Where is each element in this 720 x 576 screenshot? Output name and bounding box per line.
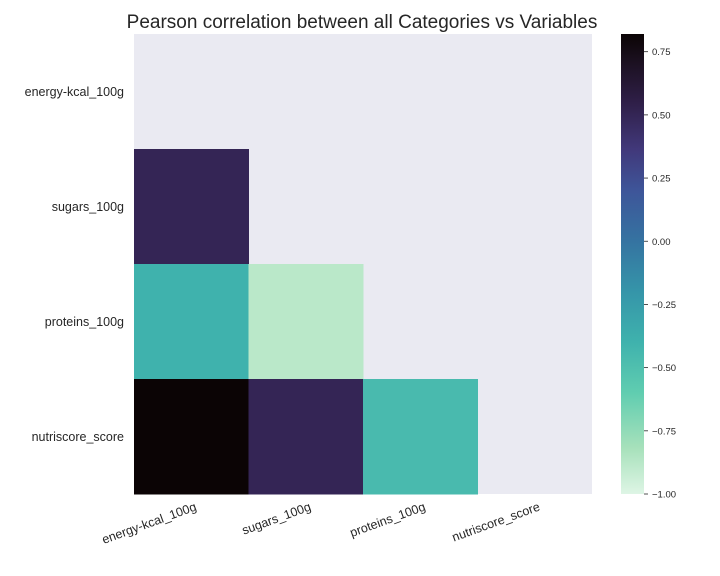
colorbar-tick-label: 0.75 <box>652 47 671 58</box>
colorbar-tick-label: 0.25 <box>652 174 671 185</box>
y-tick-label-proteins_100g: proteins_100g <box>45 315 124 329</box>
y-tick-label-nutriscore_score: nutriscore_score <box>32 430 124 444</box>
x-tick-label-energy-kcal_100g: energy-kcal_100g <box>100 500 198 547</box>
colorbar-tick-label: −0.50 <box>652 363 676 374</box>
colorbar-tick-label: −0.25 <box>652 300 676 311</box>
y-tick-label-energy-kcal_100g: energy-kcal_100g <box>25 85 124 99</box>
heatmap-cell-nutriscore_score-proteins_100g <box>363 379 478 495</box>
y-tick-labels: energy-kcal_100g sugars_100g proteins_100g… <box>25 85 124 444</box>
heatmap-cell-proteins_100g-energy-kcal_100g <box>134 264 249 380</box>
x-tick-label-proteins_100g: proteins_100g <box>348 500 427 540</box>
colorbar <box>621 34 644 494</box>
chart-title: Pearson correlation between all Categori… <box>127 12 598 33</box>
heatmap-cell-nutriscore_score-energy-kcal_100g <box>134 379 249 495</box>
heatmap-cell-sugars_100g-energy-kcal_100g <box>134 149 249 265</box>
heatmap-cell-proteins_100g-sugars_100g <box>248 264 364 380</box>
x-tick-label-nutriscore_score: nutriscore_score <box>450 500 542 545</box>
y-tick-label-sugars_100g: sugars_100g <box>52 200 124 214</box>
colorbar-tick-label: −0.75 <box>652 426 676 437</box>
heatmap-cells <box>134 149 478 495</box>
x-tick-label-sugars_100g: sugars_100g <box>240 500 313 538</box>
x-tick-labels: energy-kcal_100g sugars_100g proteins_100g… <box>100 500 542 547</box>
heatmap-cell-nutriscore_score-sugars_100g <box>248 379 364 495</box>
colorbar-tick-label: 0.50 <box>652 110 671 121</box>
colorbar-tick-label: 0.00 <box>652 237 671 248</box>
colorbar-ticks: −1.00 −0.75 −0.50 −0.25 0.00 0.25 0.50 0.75 <box>644 47 676 501</box>
colorbar-tick-label: −1.00 <box>652 490 676 501</box>
